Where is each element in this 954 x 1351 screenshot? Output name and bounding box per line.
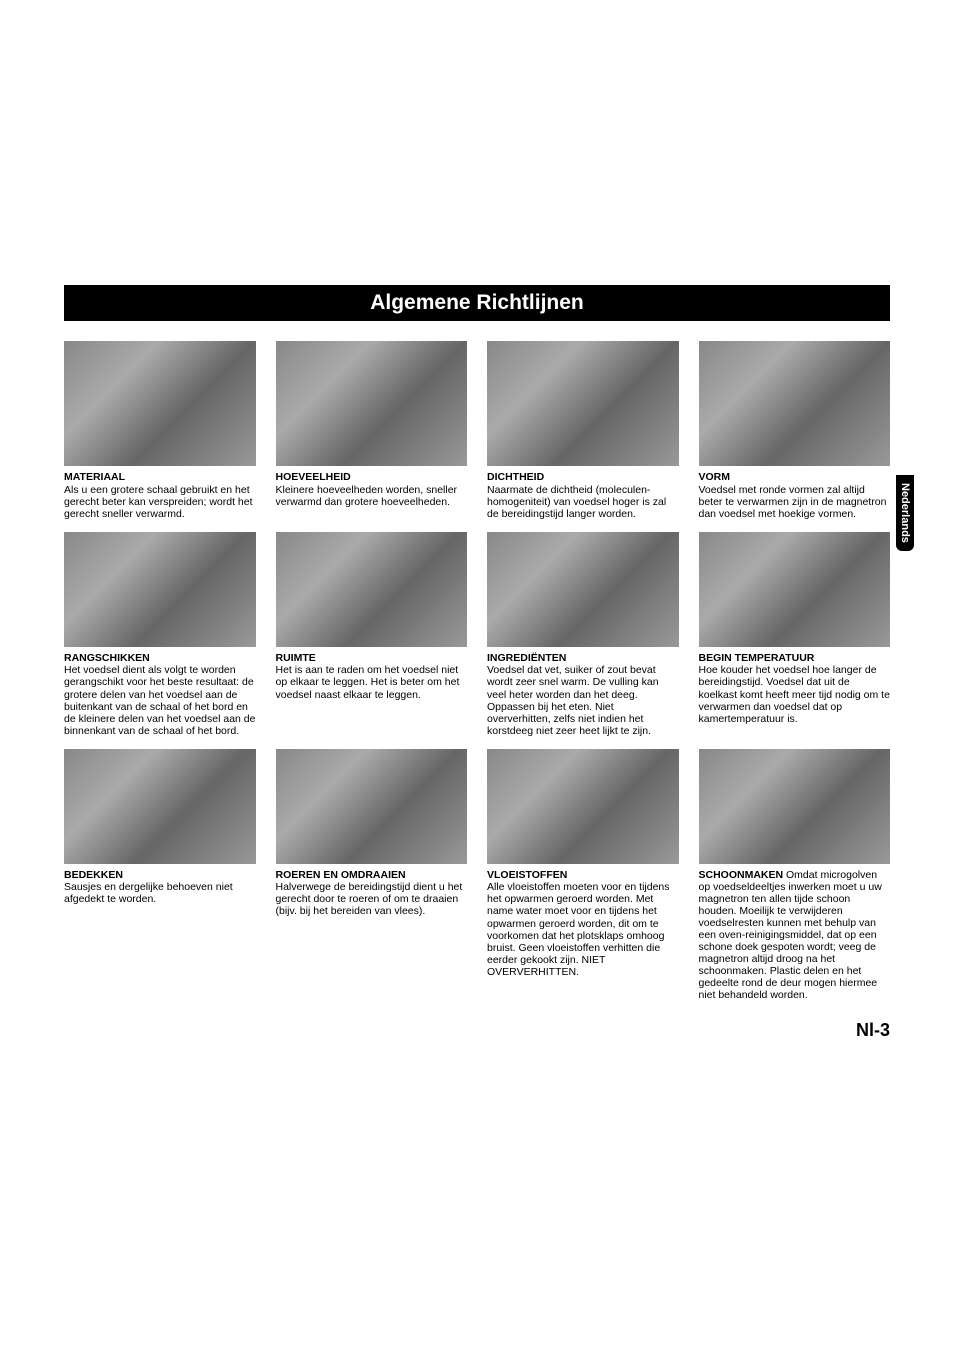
body-text: Het is aan te raden om het voedsel niet … <box>276 664 468 700</box>
cell-schoonmaken: SCHOONMAKEN Omdat microgolven op voedsel… <box>699 749 891 1002</box>
page-title-bar: Algemene Richtlijnen <box>64 285 890 321</box>
cell-rangschikken: RANGSCHIKKEN Het voedsel dient als volgt… <box>64 532 256 737</box>
image-dichtheid <box>487 341 679 466</box>
body-text: Sausjes en dergelijke behoeven niet afge… <box>64 881 256 905</box>
cell-hoeveelheid: HOEVEELHEID Kleinere hoeveelheden worden… <box>276 341 468 520</box>
image-bedekken <box>64 749 256 864</box>
cell-bedekken: BEDEKKEN Sausjes en dergelijke behoeven … <box>64 749 256 1002</box>
heading: BEGIN TEMPERATUUR <box>699 652 891 665</box>
body-inline: Omdat microgolven op voedseldeeltjes inw… <box>699 869 882 1002</box>
heading: RANGSCHIKKEN <box>64 652 256 665</box>
body-text: Naarmate de dichtheid (moleculen-homogen… <box>487 484 679 520</box>
cell-vorm: VORM Voedsel met ronde vormen zal altijd… <box>699 341 891 520</box>
heading: INGREDIËNTEN <box>487 652 679 665</box>
heading: VLOEISTOFFEN <box>487 869 679 882</box>
image-materiaal <box>64 341 256 466</box>
body-text: Halverwege de bereidingstijd dient u het… <box>276 881 468 917</box>
image-begin-temperatuur <box>699 532 891 647</box>
image-vloeistoffen <box>487 749 679 864</box>
cell-begin-temperatuur: BEGIN TEMPERATUUR Hoe kouder het voedsel… <box>699 532 891 737</box>
image-schoonmaken <box>699 749 891 864</box>
guidelines-grid: MATERIAAL Als u een grotere schaal gebru… <box>64 341 890 1001</box>
page-number: Nl-3 <box>856 1020 890 1041</box>
cell-ingredienten: INGREDIËNTEN Voedsel dat vet, suiker of … <box>487 532 679 737</box>
body-text: SCHOONMAKEN Omdat microgolven op voedsel… <box>699 869 891 1002</box>
cell-vloeistoffen: VLOEISTOFFEN Alle vloeistoffen moeten vo… <box>487 749 679 1002</box>
image-rangschikken <box>64 532 256 647</box>
image-ruimte <box>276 532 468 647</box>
heading: RUIMTE <box>276 652 468 665</box>
heading: BEDEKKEN <box>64 869 256 882</box>
heading: HOEVEELHEID <box>276 471 468 484</box>
heading: DICHTHEID <box>487 471 679 484</box>
body-text: Als u een grotere schaal gebruikt en het… <box>64 484 256 520</box>
image-vorm <box>699 341 891 466</box>
language-tab: Nederlands <box>896 475 914 551</box>
cell-ruimte: RUIMTE Het is aan te raden om het voedse… <box>276 532 468 737</box>
image-hoeveelheid <box>276 341 468 466</box>
body-text: Alle vloeistoffen moeten voor en tijdens… <box>487 881 679 978</box>
body-text: Voedsel met ronde vormen zal altijd bete… <box>699 484 891 520</box>
image-ingredienten <box>487 532 679 647</box>
body-text: Het voedsel dient als volgt te worden ge… <box>64 664 256 736</box>
body-text: Kleinere hoeveelheden worden, sneller ve… <box>276 484 468 508</box>
cell-dichtheid: DICHTHEID Naarmate de dichtheid (molecul… <box>487 341 679 520</box>
cell-materiaal: MATERIAAL Als u een grotere schaal gebru… <box>64 341 256 520</box>
body-text: Hoe kouder het voedsel hoe langer de ber… <box>699 664 891 724</box>
heading: ROEREN EN OMDRAAIEN <box>276 869 468 882</box>
heading: MATERIAAL <box>64 471 256 484</box>
body-text: Voedsel dat vet, suiker of zout bevat wo… <box>487 664 679 736</box>
heading-inline: SCHOONMAKEN <box>699 869 784 881</box>
image-roeren <box>276 749 468 864</box>
cell-roeren-en-omdraaien: ROEREN EN OMDRAAIEN Halverwege de bereid… <box>276 749 468 1002</box>
heading: VORM <box>699 471 891 484</box>
